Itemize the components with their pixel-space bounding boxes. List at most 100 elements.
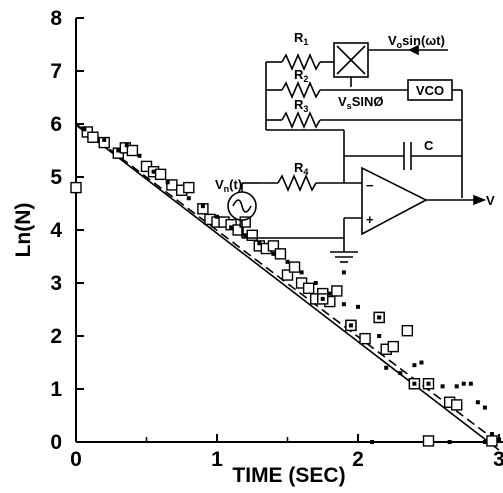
data-point-dot-square-center xyxy=(320,296,325,301)
x-tick-label: 2 xyxy=(352,448,364,471)
data-point-filled xyxy=(440,384,445,389)
fit-line-solid xyxy=(75,124,500,451)
vco-label: VCO xyxy=(416,83,444,98)
data-point-filled xyxy=(482,405,487,410)
vo-label: Vosin(ωt) xyxy=(388,33,445,50)
data-point-open-square xyxy=(281,269,294,281)
data-point-filled xyxy=(124,143,129,148)
data-point-open-square xyxy=(331,285,343,297)
data-point-filled xyxy=(412,363,417,368)
data-point-open-square xyxy=(70,181,82,194)
data-point-filled xyxy=(186,196,191,201)
data-point-filled xyxy=(475,400,480,405)
data-point-filled xyxy=(229,225,234,230)
data-point-filled xyxy=(398,371,403,376)
data-point-filled xyxy=(419,360,424,365)
data-point-filled xyxy=(299,270,304,275)
data-point-open-square xyxy=(387,340,399,353)
opamp-symbol xyxy=(361,166,428,236)
y-tick-label: 5 xyxy=(50,166,62,189)
y-tick-label: 4 xyxy=(50,219,62,242)
data-point-filled xyxy=(165,180,170,185)
x-tick-label: 3 xyxy=(493,448,503,471)
data-point-filled xyxy=(461,381,466,386)
resistor-r4-symbol xyxy=(277,173,317,193)
data-point-open-square xyxy=(87,131,99,143)
data-point-filled xyxy=(497,437,501,442)
data-point-open-square xyxy=(274,248,287,260)
r3-label: R3 xyxy=(294,97,308,114)
y-tick-label: 7 xyxy=(50,60,62,83)
data-point-filled xyxy=(327,291,332,296)
data-point-filled xyxy=(377,334,382,338)
data-point-open-square xyxy=(302,282,315,294)
data-point-open-square xyxy=(267,240,280,252)
data-point-filled xyxy=(200,204,205,209)
arrow-right-icon xyxy=(473,194,487,206)
data-point-filled xyxy=(137,153,142,158)
opamp-plus-label: + xyxy=(366,212,374,227)
data-point-filled xyxy=(151,169,156,174)
data-point-dot-square-center xyxy=(348,323,353,328)
data-point-open-square xyxy=(183,181,195,194)
multiplier-cross xyxy=(336,45,366,75)
data-point-filled xyxy=(447,440,452,444)
data-point-open-square xyxy=(98,136,110,149)
data-point-open-square xyxy=(486,435,498,447)
data-point-filled xyxy=(468,381,473,386)
data-point-open-square xyxy=(246,229,258,242)
vn-label: Vn(t) xyxy=(215,177,242,194)
r4-label: R4 xyxy=(294,160,308,177)
data-point-filled xyxy=(341,302,346,307)
capacitor-label: C xyxy=(424,138,434,153)
data-point-open-square xyxy=(239,216,251,228)
data-point-open-square xyxy=(451,399,463,411)
opamp-minus-label: − xyxy=(366,178,374,193)
data-point-open-square xyxy=(401,325,414,337)
data-point-filled xyxy=(341,270,346,275)
data-point-filled xyxy=(356,304,360,309)
vout-label: V xyxy=(486,193,495,208)
x-tick-label: 1 xyxy=(211,448,223,471)
data-point-filled xyxy=(454,384,459,389)
sine-wave-icon xyxy=(232,199,252,213)
data-point-open-square xyxy=(126,144,139,157)
data-point-open-square xyxy=(232,224,244,236)
data-point-filled xyxy=(370,440,375,444)
data-point-open-square xyxy=(154,168,167,181)
data-point-filled xyxy=(384,365,389,370)
data-point-dot-square-center xyxy=(377,315,382,320)
data-point-open-square xyxy=(422,435,435,447)
y-tick-label: 8 xyxy=(50,7,62,30)
resistor-r1-symbol xyxy=(281,52,321,72)
inset-labels: R1 R2 R3 R4 Vosin(ωt) VsSINØ VCO C Vn(t)… xyxy=(215,30,495,227)
y-axis-title: Ln(N) xyxy=(12,203,35,258)
resistor-r3-symbol xyxy=(281,110,321,130)
arrow-left-icon xyxy=(408,44,419,56)
data-point-filled xyxy=(285,259,290,264)
r1-label: R1 xyxy=(294,30,308,47)
data-point-filled xyxy=(257,241,262,246)
data-point-filled xyxy=(102,137,107,142)
x-tick-label: 0 xyxy=(70,448,82,471)
data-point-filled xyxy=(271,251,276,256)
y-tick-label: 0 xyxy=(50,431,62,454)
r2-label: R2 xyxy=(294,67,308,84)
y-tick-label: 3 xyxy=(50,272,62,295)
y-tick-label: 2 xyxy=(50,325,62,348)
y-tick-label: 1 xyxy=(50,378,62,401)
data-point-open-square xyxy=(197,203,209,215)
data-points xyxy=(70,126,501,447)
y-tick-label: 6 xyxy=(50,113,62,136)
resistor-r2-symbol xyxy=(281,80,321,100)
data-point-filled xyxy=(482,440,487,444)
fit-line-dashed xyxy=(75,123,500,444)
inset-circuit xyxy=(227,42,487,263)
data-point-filled xyxy=(489,432,494,437)
data-point-filled xyxy=(116,148,121,153)
vs-label: VsSINØ xyxy=(338,94,383,111)
data-point-filled xyxy=(426,381,431,386)
data-point-dot-square-center xyxy=(412,381,417,386)
data-point-filled xyxy=(243,233,248,238)
